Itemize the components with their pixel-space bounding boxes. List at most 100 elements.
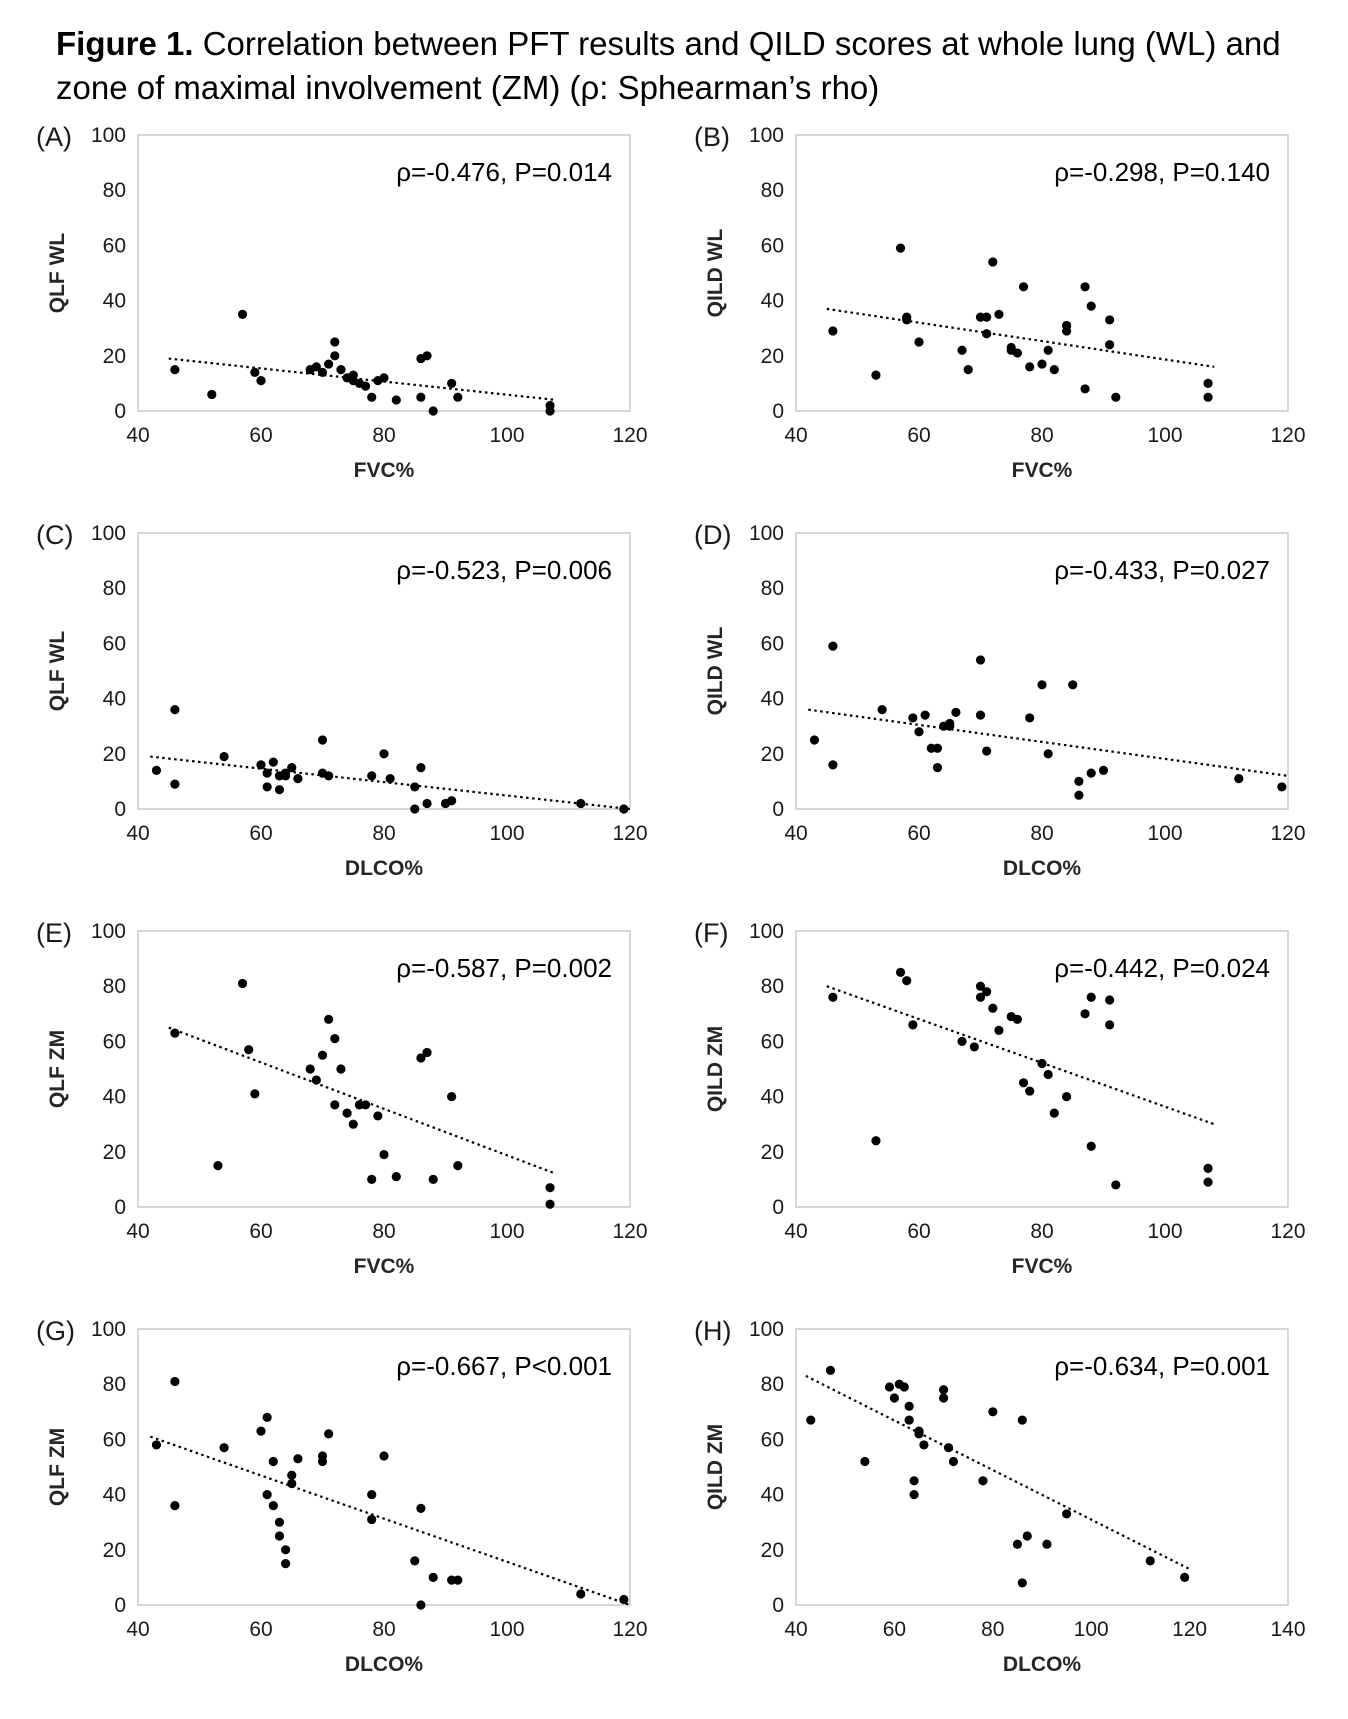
data-point: [908, 713, 918, 723]
y-axis-title: QILD ZM: [704, 1026, 727, 1112]
data-point: [336, 1064, 346, 1074]
y-tick-label: 40: [761, 1086, 784, 1109]
y-tick-label: 60: [761, 234, 784, 257]
data-point: [373, 1111, 383, 1121]
data-point: [920, 710, 930, 720]
correlation-annotation: ρ=-0.667, P<0.001: [396, 1351, 612, 1381]
data-point: [385, 774, 395, 784]
x-tick-label: 120: [612, 1220, 647, 1243]
data-point: [994, 1025, 1004, 1036]
data-point: [1203, 1177, 1213, 1187]
plot-border: [795, 532, 1289, 810]
data-point: [256, 376, 266, 386]
x-tick-label: 100: [1147, 424, 1182, 447]
data-point: [1098, 765, 1109, 776]
x-tick-label: 120: [1172, 1618, 1207, 1641]
scatter-chart-g: 0 20 40 60 80 100 40 60 80 100 120 DLCO% QLF ZM (G) ρ=…: [36, 1316, 648, 1676]
chart-panel-d: 0 20 40 60 80 100 40 60 80 100 120 DLCO% QILD WL (D) ρ…: [692, 517, 1332, 909]
data-point: [379, 373, 389, 383]
data-point: [330, 351, 340, 361]
figure-caption-number: Figure 1.: [56, 25, 194, 62]
data-point: [1042, 1539, 1052, 1549]
data-point: [1037, 359, 1047, 369]
y-tick-label: 0: [772, 1196, 784, 1219]
data-point: [576, 798, 586, 809]
data-point: [909, 1490, 919, 1500]
chart-panel-a: 0 20 40 60 80 100 40 60 80 100 120 FVC% QLF WL (A) ρ=-…: [34, 119, 674, 511]
data-point: [988, 1003, 998, 1013]
x-tick-label: 60: [907, 822, 930, 845]
y-tick-label: 80: [761, 179, 784, 202]
data-point: [1080, 384, 1090, 394]
data-point: [287, 1470, 297, 1480]
data-point: [975, 655, 986, 665]
y-tick-label: 80: [103, 975, 126, 998]
data-point: [948, 1456, 959, 1467]
data-point: [1012, 348, 1022, 358]
data-point: [969, 1042, 979, 1052]
data-point: [342, 1108, 352, 1118]
data-point: [1105, 1020, 1115, 1030]
data-point: [1025, 362, 1035, 372]
data-point: [1037, 1058, 1047, 1069]
data-point: [975, 981, 986, 991]
scatter-chart-h: 0 20 40 60 80 100 40 60 80 100 120 140 DLCO% QILD ZM (…: [694, 1316, 1306, 1676]
scatter-chart-c: 0 20 40 60 80 100 40 60 80 100 120 DLCO% QLF WL (C) ρ=…: [36, 520, 648, 880]
x-tick-label: 40: [126, 822, 149, 845]
y-tick-label: 40: [761, 1484, 784, 1507]
data-point: [262, 1490, 272, 1500]
data-point: [367, 1514, 377, 1525]
data-point: [274, 1531, 285, 1541]
y-tick-label: 80: [761, 975, 784, 998]
data-point: [994, 309, 1004, 320]
data-point: [262, 1412, 272, 1423]
x-tick-label: 80: [372, 822, 395, 845]
y-tick-label: 0: [772, 798, 784, 821]
data-point: [828, 641, 838, 651]
data-point: [982, 987, 992, 997]
data-point: [151, 765, 162, 776]
data-point: [982, 312, 992, 322]
data-point: [1074, 790, 1084, 800]
data-point: [1025, 1086, 1035, 1096]
panel-letter: (B): [694, 122, 730, 152]
data-point: [904, 1415, 914, 1425]
data-point: [871, 370, 881, 380]
data-point: [281, 1545, 291, 1555]
data-point: [237, 978, 248, 989]
data-point: [330, 337, 340, 347]
data-point: [453, 1575, 463, 1585]
data-point: [367, 1174, 377, 1185]
data-point: [1012, 1539, 1022, 1549]
data-point: [330, 1034, 340, 1044]
data-point: [360, 381, 371, 391]
y-tick-label: 0: [772, 1594, 784, 1617]
data-point: [422, 798, 432, 809]
y-tick-label: 80: [761, 1373, 784, 1396]
data-point: [324, 1014, 334, 1025]
data-point: [957, 1036, 967, 1047]
data-point: [317, 1050, 328, 1060]
x-axis-title: FVC%: [354, 1255, 415, 1278]
x-tick-label: 80: [1030, 1220, 1053, 1243]
chart-grid: 0 20 40 60 80 100 40 60 80 100 120 FVC% QLF WL (A) ρ=-…: [0, 115, 1348, 1705]
data-point: [348, 370, 358, 380]
data-point: [281, 768, 291, 778]
data-point: [1017, 1415, 1027, 1425]
data-point: [416, 1600, 426, 1610]
plot-border: [795, 930, 1289, 1208]
y-tick-label: 0: [114, 1196, 126, 1219]
data-point: [963, 365, 973, 375]
data-point: [1018, 282, 1029, 292]
data-point: [281, 1559, 291, 1569]
data-point: [274, 785, 285, 795]
trend-line: [805, 1375, 1191, 1571]
x-tick-label: 100: [489, 1618, 524, 1641]
data-point: [919, 1440, 929, 1450]
data-point: [170, 1501, 180, 1511]
y-tick-label: 40: [103, 1484, 126, 1507]
y-axis-title: QILD WL: [704, 627, 727, 716]
data-point: [939, 1385, 949, 1395]
data-point: [914, 337, 924, 347]
data-point: [170, 365, 180, 375]
